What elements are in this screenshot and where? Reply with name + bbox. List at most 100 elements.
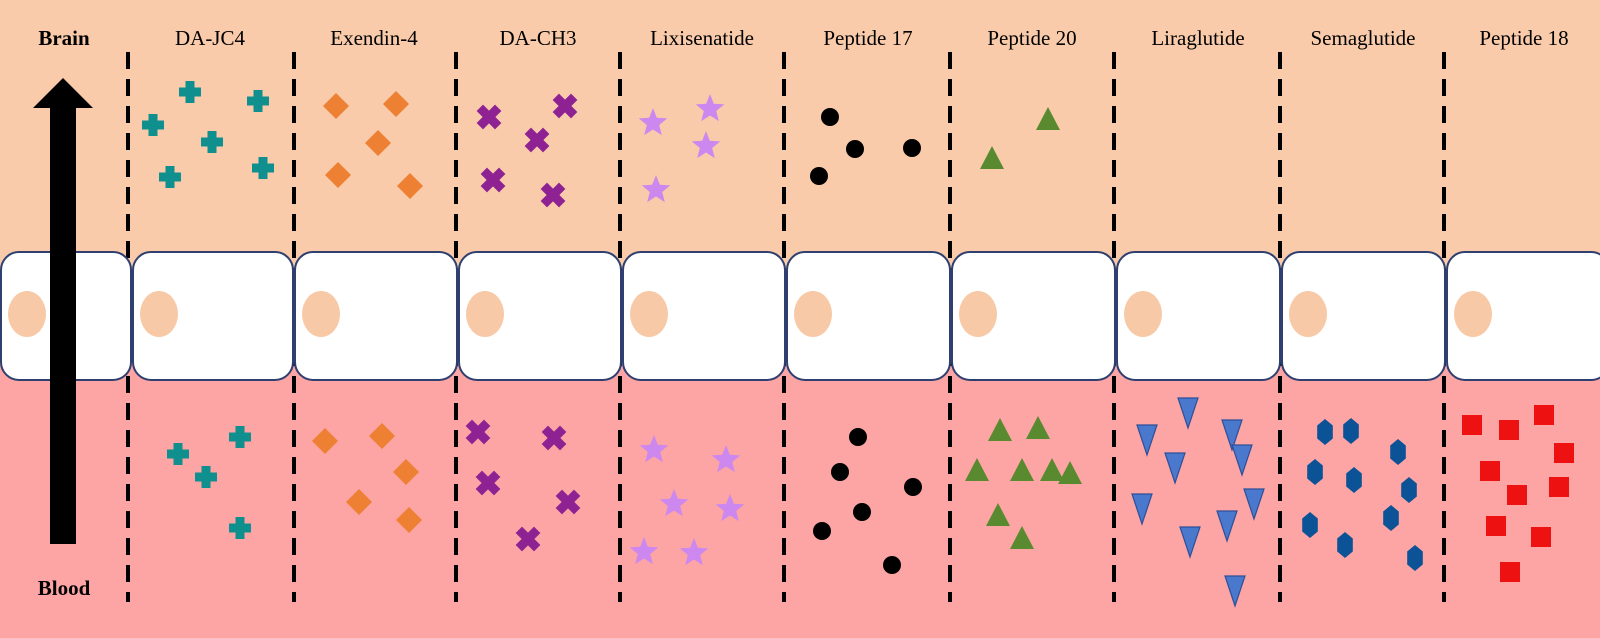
liraglutide-blood-marker <box>1216 510 1238 543</box>
peptide-18-blood-marker <box>1480 461 1500 481</box>
peptide-17-blood-marker <box>849 428 867 446</box>
compound-markers <box>142 81 1574 608</box>
lixisenatide-blood-marker <box>639 435 669 463</box>
liraglutide-blood-marker <box>1179 526 1201 559</box>
cell-nucleus <box>1124 291 1162 337</box>
compound-title: Peptide 20 <box>987 26 1076 50</box>
da-jc4-blood-marker <box>229 517 251 539</box>
arrow-shaft <box>50 106 76 544</box>
endothelial-cell <box>622 251 786 381</box>
peptide-17-brain-marker <box>810 167 828 185</box>
transport-arrow <box>33 78 93 544</box>
semaglutide-blood-marker <box>1302 512 1318 538</box>
semaglutide-blood-marker <box>1383 505 1399 531</box>
peptide-17-brain-marker <box>903 139 921 157</box>
exendin-4-brain-marker <box>365 130 391 156</box>
da-jc4-brain-marker <box>247 90 269 112</box>
semaglutide-blood-marker <box>1401 477 1417 503</box>
peptide-17-brain-marker <box>846 140 864 158</box>
exendin-4-blood-marker <box>312 428 338 454</box>
compound-title: DA-CH3 <box>500 26 577 50</box>
exendin-4-brain-marker <box>383 91 409 117</box>
lixisenatide-blood-marker <box>659 489 689 517</box>
da-jc4-brain-marker <box>201 131 223 153</box>
peptide-20-brain-marker <box>1036 107 1060 130</box>
compound-titles: DA-JC4 Exendin-4 DA-CH3 Lixisenatide Peptide… <box>175 26 1569 50</box>
semaglutide-blood-marker <box>1337 532 1353 558</box>
endothelial-cell <box>132 251 294 381</box>
exendin-4-brain-marker <box>325 162 351 188</box>
da-ch3-blood-marker <box>541 425 567 451</box>
da-ch3-brain-marker <box>524 127 550 153</box>
lixisenatide-brain-marker <box>695 94 725 122</box>
cell-nucleus <box>466 291 504 337</box>
cell-nucleus <box>302 291 340 337</box>
peptide-20-blood-marker <box>986 503 1010 526</box>
da-jc4-brain-marker <box>179 81 201 103</box>
cell-nucleus <box>1289 291 1327 337</box>
peptide-18-blood-marker <box>1549 477 1569 497</box>
endothelial-cell <box>1281 251 1446 381</box>
peptide-20-blood-marker <box>1058 461 1082 484</box>
liraglutide-blood-marker <box>1231 444 1253 477</box>
peptide-17-blood-marker <box>904 478 922 496</box>
da-ch3-blood-marker <box>475 470 501 496</box>
da-ch3-brain-marker <box>476 104 502 130</box>
compound-title: Exendin-4 <box>330 26 418 50</box>
compound-title: DA-JC4 <box>175 26 246 50</box>
exendin-4-brain-marker <box>323 93 349 119</box>
endothelial-cell <box>294 251 458 381</box>
peptide-18-blood-marker <box>1486 516 1506 536</box>
cell-nucleus <box>794 291 832 337</box>
peptide-18-blood-marker <box>1554 443 1574 463</box>
cell-nucleus <box>8 291 46 337</box>
peptide-17-blood-marker <box>853 503 871 521</box>
peptide-20-blood-marker <box>1010 526 1034 549</box>
peptide-20-blood-marker <box>1010 458 1034 481</box>
semaglutide-blood-marker <box>1317 419 1333 445</box>
peptide-18-blood-marker <box>1531 527 1551 547</box>
liraglutide-blood-marker <box>1243 488 1265 521</box>
peptide-18-blood-marker <box>1499 420 1519 440</box>
arrow-head <box>33 78 93 108</box>
peptide-20-blood-marker <box>1026 416 1050 439</box>
peptide-17-blood-marker <box>883 556 901 574</box>
lixisenatide-brain-marker <box>638 108 668 136</box>
lixisenatide-blood-marker <box>711 445 741 473</box>
exendin-4-blood-marker <box>396 507 422 533</box>
endothelial-cell-layer <box>0 251 1600 381</box>
da-jc4-brain-marker <box>252 157 274 179</box>
lixisenatide-blood-marker <box>679 538 709 566</box>
da-ch3-brain-marker <box>480 167 506 193</box>
da-jc4-blood-marker <box>229 426 251 448</box>
da-ch3-brain-marker <box>540 182 566 208</box>
compound-title: Semaglutide <box>1311 26 1416 50</box>
liraglutide-blood-marker <box>1221 419 1243 452</box>
da-jc4-blood-marker <box>167 443 189 465</box>
da-jc4-brain-marker <box>159 166 181 188</box>
da-ch3-blood-marker <box>515 526 541 552</box>
lixisenatide-blood-marker <box>629 537 659 565</box>
lixisenatide-brain-marker <box>691 131 721 159</box>
brain-label: Brain <box>38 26 90 50</box>
da-ch3-blood-marker <box>555 489 581 515</box>
peptide-17-blood-marker <box>831 463 849 481</box>
peptide-18-blood-marker <box>1462 415 1482 435</box>
semaglutide-blood-marker <box>1343 418 1359 444</box>
peptide-20-blood-marker <box>1040 458 1064 481</box>
cell-nucleus <box>1454 291 1492 337</box>
endothelial-cell <box>1446 251 1600 381</box>
da-ch3-blood-marker <box>465 419 491 445</box>
peptide-18-blood-marker <box>1500 562 1520 582</box>
blood-label: Blood <box>38 576 91 600</box>
da-jc4-blood-marker <box>195 466 217 488</box>
exendin-4-blood-marker <box>346 489 372 515</box>
semaglutide-blood-marker <box>1307 459 1323 485</box>
compound-title: Peptide 18 <box>1479 26 1568 50</box>
da-jc4-brain-marker <box>142 114 164 136</box>
semaglutide-blood-marker <box>1390 439 1406 465</box>
peptide-20-brain-marker <box>980 146 1004 169</box>
liraglutide-blood-marker <box>1224 575 1246 608</box>
